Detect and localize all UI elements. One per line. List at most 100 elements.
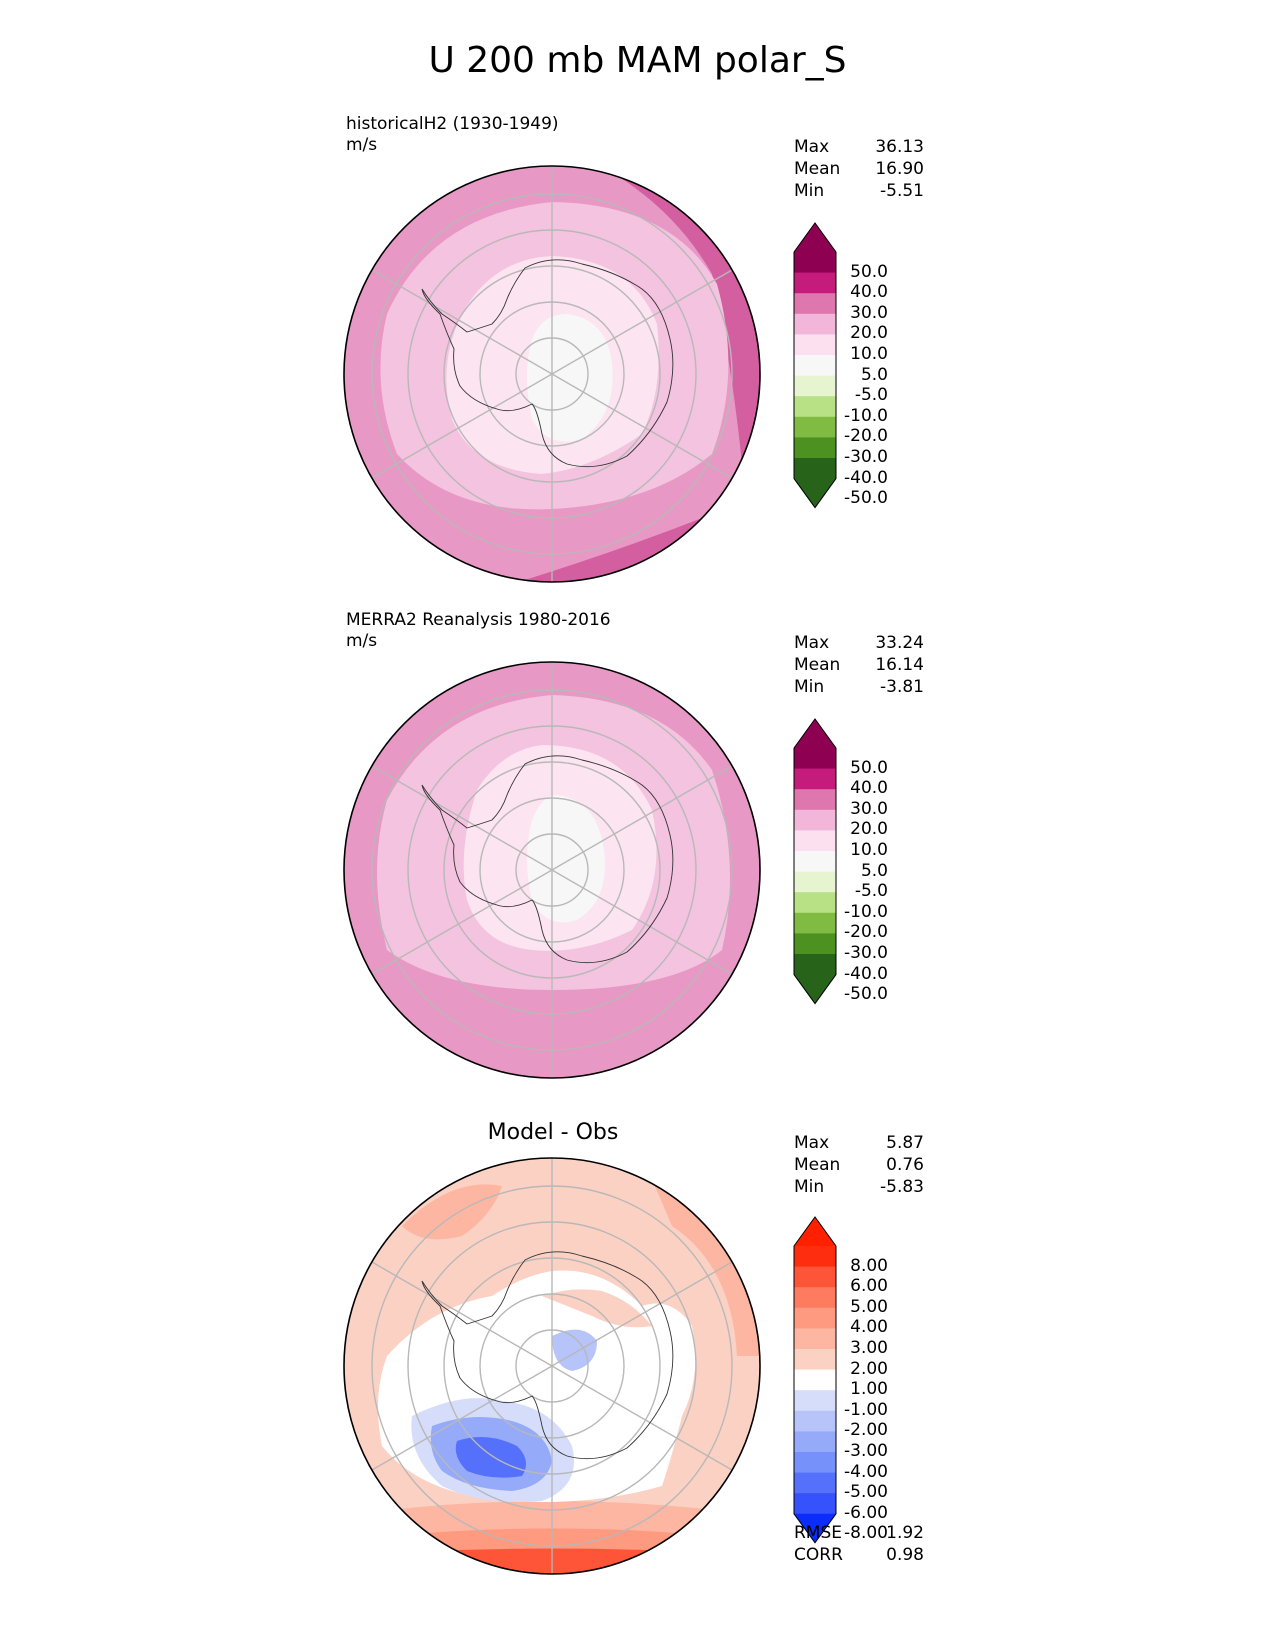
colorbar-tick-label: 4.00 xyxy=(850,1317,888,1338)
wind-band-near-zero xyxy=(527,795,605,923)
polar-map-obs xyxy=(343,661,761,1079)
colorbar-diff xyxy=(793,1216,837,1544)
corr-label: CORR xyxy=(794,1545,843,1565)
panel-model-title: historicalH2 (1930-1949) m/s xyxy=(346,114,559,156)
corr-value: 0.98 xyxy=(886,1545,924,1565)
colorbar-extend-bottom xyxy=(794,974,836,1004)
colorbar-tick-label: 50.0 xyxy=(850,261,888,282)
colorbar-segment xyxy=(794,789,836,811)
stat-max-label: Max xyxy=(794,1133,830,1153)
colorbar-extend-bottom xyxy=(794,1513,836,1543)
colorbar-tick-label: 5.00 xyxy=(850,1296,888,1317)
colorbar-tick-label: 30.0 xyxy=(850,798,888,819)
colorbar-segment xyxy=(794,768,836,790)
colorbar-tick-label: -50.0 xyxy=(844,488,888,509)
colorbar-tick-label: 1.00 xyxy=(850,1379,888,1400)
panel-obs-title: MERRA2 Reanalysis 1980-2016 m/s xyxy=(346,610,611,652)
colorbar-segment xyxy=(794,293,836,315)
stat-min-value: -5.51 xyxy=(880,181,924,201)
colorbar-extend-top xyxy=(794,222,836,252)
colorbar-segment xyxy=(794,953,836,976)
diff-band-neg2-neg3 xyxy=(552,1329,597,1371)
panel-obs-title-line1: MERRA2 Reanalysis 1980-2016 xyxy=(346,610,611,630)
rmse-value: 1.92 xyxy=(886,1523,924,1543)
stat-max-value: 36.13 xyxy=(875,137,924,157)
colorbar-segment xyxy=(794,416,836,438)
colorbar-segment xyxy=(794,251,836,274)
colorbar-tick-label: 50.0 xyxy=(850,757,888,778)
colorbar-tick-label: 10.0 xyxy=(850,840,888,860)
stat-mean-label: Mean xyxy=(794,1155,841,1175)
graticule xyxy=(371,1158,733,1574)
colorbar-segment xyxy=(794,1307,836,1329)
map-boundary xyxy=(343,661,761,1079)
colorbar-segment xyxy=(794,334,836,356)
metrics-box-diff: RMSE 1.92 CORR 0.98 xyxy=(794,1522,924,1566)
colorbar-segment xyxy=(794,850,836,873)
colorbar-segment xyxy=(794,1431,836,1453)
stat-max-value: 5.87 xyxy=(886,1133,924,1153)
colorbar-tick-label: -20.0 xyxy=(844,922,888,943)
colorbar-extend-top xyxy=(794,1217,836,1246)
colorbar-tick-label: -8.00 xyxy=(844,1523,888,1544)
colorbar-outline xyxy=(793,1216,837,1544)
colorbar-segment xyxy=(794,892,836,914)
panel-model-title-line1: historicalH2 (1930-1949) xyxy=(346,114,559,134)
colorbar-tick-label: 20.0 xyxy=(850,323,888,344)
colorbar-tick-label: 5.0 xyxy=(860,860,888,881)
colorbar-segment xyxy=(794,1348,836,1371)
graticule xyxy=(371,166,733,582)
colorbar-segment xyxy=(794,747,836,770)
stat-mean-value: 16.90 xyxy=(875,159,924,179)
panel-obs: MERRA2 Reanalysis 1980-2016 m/s Max 33.24… xyxy=(0,606,1275,1096)
colorbar-model xyxy=(793,222,837,509)
colorbar-tick-label: -50.0 xyxy=(844,984,888,1005)
colorbar-tick-label: -10.0 xyxy=(844,405,888,426)
colorbar-tick-label: 8.00 xyxy=(850,1255,888,1276)
stat-min-value: -3.81 xyxy=(880,677,924,697)
colorbar-tick-label: -5.0 xyxy=(854,385,888,406)
stats-box-obs: Max 33.24 Mean 16.14 Min -3.81 xyxy=(794,632,924,698)
colorbar-tick-label: -5.00 xyxy=(844,1482,888,1503)
colorbar-outline xyxy=(793,718,837,1005)
diff-band-neg5-neg6 xyxy=(455,1437,526,1478)
map-boundary xyxy=(343,1157,761,1575)
colorbar-segment xyxy=(794,354,836,377)
colorbar-segment xyxy=(794,1266,836,1288)
colorbar-segment xyxy=(794,1472,836,1494)
colorbar-tick-label: 10.0 xyxy=(850,344,888,364)
panel-model: historicalH2 (1930-1949) m/s Max 36.13 Me… xyxy=(0,110,1275,600)
colorbar-segment xyxy=(794,912,836,934)
stat-max-value: 33.24 xyxy=(875,633,924,653)
colorbar-tick-label: 6.00 xyxy=(850,1276,888,1297)
colorbar-outline xyxy=(793,222,837,509)
map-boundary xyxy=(343,165,761,583)
polar-map-diff xyxy=(343,1157,761,1575)
colorbar-segment xyxy=(794,313,836,335)
stat-mean-value: 16.14 xyxy=(875,655,924,675)
stat-min-value: -5.83 xyxy=(880,1177,924,1197)
colorbar-tick-label: -3.00 xyxy=(844,1441,888,1461)
colorbar-tick-label: 3.00 xyxy=(850,1338,888,1358)
panel-diff-title: Model - Obs xyxy=(487,1120,619,1145)
stat-min-label: Min xyxy=(794,1177,825,1197)
colorbar-segment xyxy=(794,1369,836,1391)
rmse-label: RMSE xyxy=(794,1523,843,1543)
stat-mean-value: 0.76 xyxy=(886,1155,924,1175)
colorbar-tick-label: -30.0 xyxy=(844,943,888,963)
colorbar-tick-label: 20.0 xyxy=(850,819,888,840)
colorbar-segment xyxy=(794,1390,836,1412)
colorbar-tick-label: -40.0 xyxy=(844,963,888,984)
colorbar-segment xyxy=(794,1493,836,1515)
colorbar-segment xyxy=(794,1287,836,1309)
colorbar-segment xyxy=(794,396,836,418)
antarctica-coastline xyxy=(421,1251,674,1460)
diff-band-2-3 xyxy=(402,1184,502,1240)
colorbar-tick-label: -2.00 xyxy=(844,1420,888,1441)
colorbar-segment xyxy=(794,871,836,893)
polar-map-model xyxy=(343,165,761,583)
graticule xyxy=(371,662,733,1078)
colorbar-extend-bottom xyxy=(794,478,836,508)
stats-box-model: Max 36.13 Mean 16.90 Min -5.51 xyxy=(794,136,924,202)
colorbar-tick-label: 40.0 xyxy=(850,282,888,303)
